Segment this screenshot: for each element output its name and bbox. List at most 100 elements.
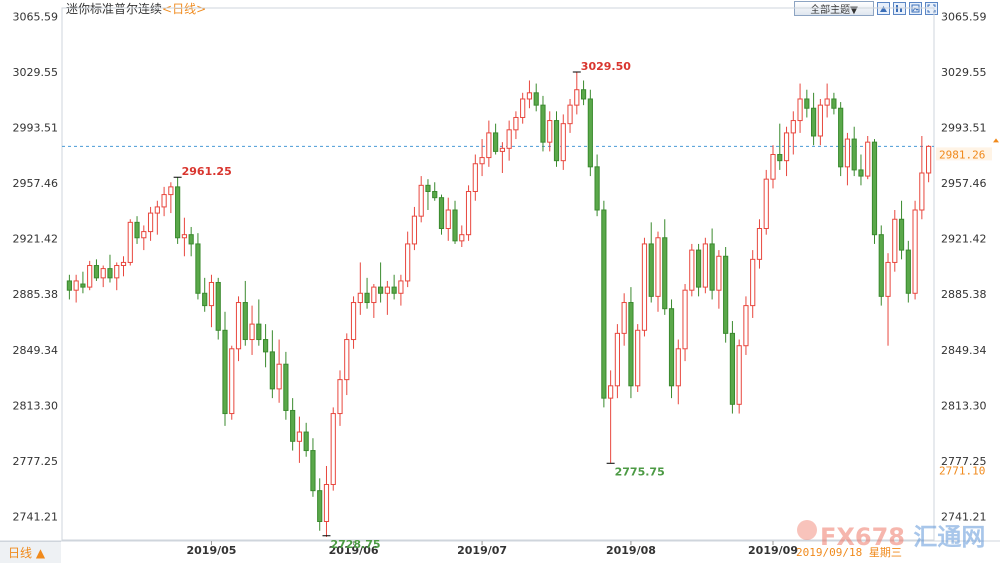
candle-body bbox=[73, 280, 79, 291]
candle bbox=[66, 274, 72, 300]
candle-body bbox=[303, 431, 309, 452]
candle bbox=[161, 186, 167, 217]
candle bbox=[702, 237, 708, 294]
candle-body bbox=[682, 289, 688, 350]
y-tick-label-left: 2993.51 bbox=[13, 121, 59, 134]
candle bbox=[215, 277, 221, 340]
candle bbox=[919, 135, 925, 220]
candle bbox=[587, 89, 593, 177]
candle-body bbox=[729, 332, 736, 405]
candle-body bbox=[547, 120, 553, 143]
candle-body bbox=[432, 191, 438, 199]
y-tick-label-right: 3029.55 bbox=[941, 66, 987, 79]
candle bbox=[614, 324, 620, 399]
timeframe-label[interactable]: <日线> bbox=[162, 2, 207, 16]
candle bbox=[898, 200, 905, 260]
candle bbox=[729, 321, 736, 414]
candle bbox=[662, 219, 668, 315]
candle bbox=[844, 132, 851, 186]
candle bbox=[682, 284, 688, 362]
candle bbox=[526, 80, 533, 109]
candle bbox=[445, 197, 451, 241]
candle bbox=[154, 200, 160, 235]
candle-body bbox=[838, 107, 844, 168]
candle bbox=[452, 200, 458, 244]
candle-body bbox=[905, 249, 911, 294]
candle-body bbox=[655, 237, 661, 297]
candle-body bbox=[594, 166, 600, 211]
candle bbox=[655, 231, 661, 312]
candle bbox=[208, 274, 215, 328]
candle-body bbox=[736, 345, 742, 405]
high-annotation: 3029.50 bbox=[581, 60, 631, 73]
candle bbox=[87, 260, 93, 291]
cursor-date: 2019/09/18 星期三 bbox=[796, 546, 902, 559]
candle bbox=[93, 259, 100, 281]
candle-body bbox=[614, 332, 620, 387]
candle-body bbox=[161, 194, 167, 208]
candle bbox=[567, 98, 573, 133]
candle bbox=[493, 123, 499, 155]
candle-body bbox=[114, 265, 120, 279]
candle-body bbox=[229, 348, 235, 415]
candle bbox=[574, 71, 580, 115]
y-tick-label-right: 2957.46 bbox=[941, 177, 987, 190]
candle bbox=[141, 225, 147, 251]
candle-body bbox=[175, 186, 181, 239]
low-annotation: 2728.75 bbox=[330, 538, 380, 551]
candle-body bbox=[337, 379, 343, 415]
candle-body bbox=[506, 129, 512, 149]
candle bbox=[750, 250, 756, 318]
chart-frame bbox=[0, 7, 1000, 545]
candle-body bbox=[120, 261, 127, 267]
y-tick-label-left: 2885.38 bbox=[13, 288, 59, 301]
candle bbox=[648, 222, 654, 303]
candle bbox=[222, 311, 228, 426]
candle bbox=[378, 262, 384, 303]
period-selector[interactable]: 日线 ▲ bbox=[0, 541, 61, 563]
candle-body bbox=[391, 286, 397, 294]
candle bbox=[736, 339, 742, 414]
candle bbox=[905, 240, 911, 303]
candle bbox=[181, 217, 187, 257]
y-tick-label-left: 3029.55 bbox=[13, 66, 59, 79]
candle bbox=[303, 422, 309, 457]
axis-labels: 3065.59 3065.59 3029.55 3029.55 2993.51 2993.… bbox=[13, 10, 999, 557]
y-tick-label-right: 2993.51 bbox=[941, 121, 987, 134]
candle bbox=[885, 253, 891, 346]
candle-body bbox=[885, 261, 891, 297]
candle bbox=[790, 111, 796, 155]
candle-body bbox=[689, 249, 695, 291]
candle-body bbox=[479, 157, 485, 165]
candle-body bbox=[411, 215, 418, 245]
candle-body bbox=[350, 302, 357, 341]
candle bbox=[120, 256, 127, 277]
candle bbox=[100, 265, 106, 288]
candle bbox=[763, 169, 769, 235]
candle-body bbox=[540, 104, 546, 143]
candle-body bbox=[181, 234, 187, 239]
candle bbox=[296, 416, 303, 463]
candle bbox=[344, 333, 350, 396]
candle-body bbox=[486, 132, 492, 159]
candle-body bbox=[811, 107, 817, 137]
candle-body bbox=[695, 249, 702, 288]
y-tick-label-right: 2777.25 bbox=[941, 455, 987, 468]
candle bbox=[777, 123, 783, 170]
candle-body bbox=[783, 132, 790, 162]
low-annotation: 2775.75 bbox=[615, 465, 665, 478]
candle bbox=[323, 465, 330, 537]
y-tick-label-left: 2921.42 bbox=[13, 233, 59, 246]
candle-body bbox=[154, 206, 160, 214]
candle bbox=[540, 95, 546, 152]
candle-body bbox=[662, 237, 668, 310]
candle bbox=[858, 154, 864, 186]
candle bbox=[384, 280, 390, 315]
last-price-tag-bg bbox=[936, 147, 992, 161]
candle bbox=[892, 210, 898, 272]
candle bbox=[364, 277, 370, 309]
candle-body bbox=[66, 280, 72, 291]
candle bbox=[330, 407, 336, 491]
candle bbox=[743, 296, 749, 355]
